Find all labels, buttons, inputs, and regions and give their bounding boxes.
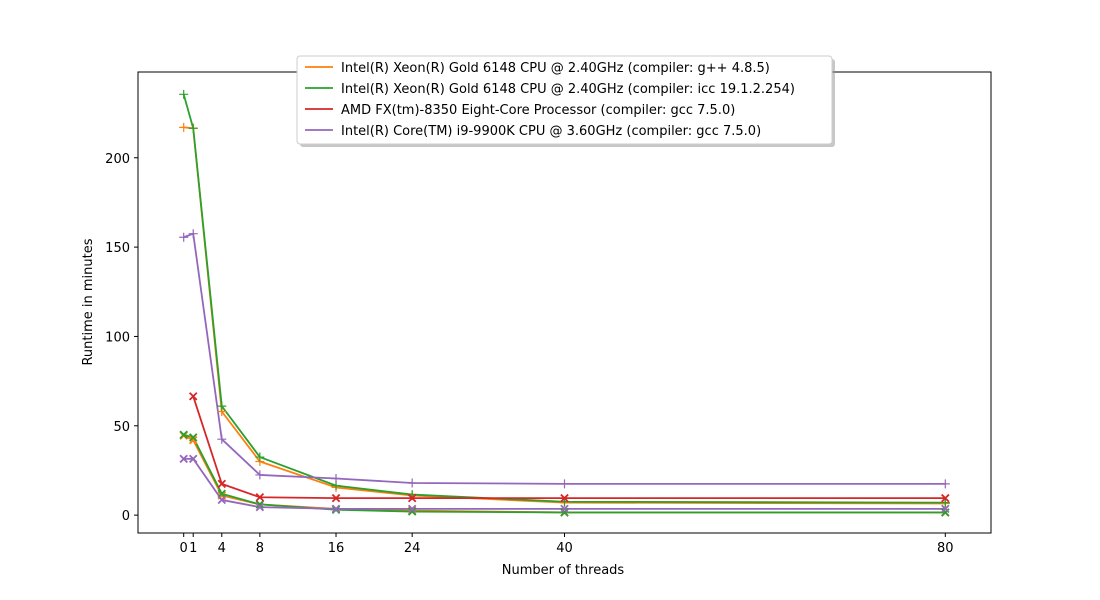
series-3-cross-point — [560, 493, 569, 503]
y-tick-label: 200 — [105, 152, 130, 167]
series-4-plus-point — [940, 479, 950, 489]
series-4-plus-point — [179, 232, 189, 242]
x-tick-label: 40 — [556, 541, 573, 556]
series-2-plus-point — [255, 452, 265, 462]
series-3-cross-point — [331, 493, 341, 503]
series-4-plus-point — [188, 229, 198, 239]
legend: Intel(R) Xeon(R) Gold 6148 CPU @ 2.40GHz… — [296, 55, 835, 147]
series-2-cross-point — [217, 489, 227, 498]
series-4-plus-line — [183, 232, 946, 485]
series-3-cross-point — [217, 479, 227, 489]
series-4-cross-point — [407, 504, 417, 514]
y-axis: 0 50 100 150 200 — [105, 152, 138, 524]
series-3-cross-point — [255, 493, 265, 502]
legend-label-series-1: Intel(R) Xeon(R) Gold 6148 CPU @ 2.40GHz… — [341, 61, 770, 76]
series-4-cross-point — [560, 504, 569, 514]
series-4-cross-point — [255, 502, 265, 512]
x-tick-label: 8 — [256, 541, 264, 556]
series-4-plus-point — [255, 470, 265, 480]
x-tick-label: 0 — [180, 541, 188, 556]
legend-box — [296, 55, 833, 145]
series-2-cross-point — [255, 500, 265, 509]
series-2-plus-point — [188, 123, 198, 133]
series-4-cross-point — [941, 504, 950, 514]
series-3-cross-point — [407, 493, 417, 503]
series-4-plus-point — [217, 434, 227, 444]
x-tick-label: 80 — [937, 541, 954, 556]
series-4-plus-point — [407, 478, 417, 488]
series-2-plus-point — [179, 89, 189, 99]
series-3-cross-point — [188, 392, 198, 401]
x-tick-label: 1 — [189, 541, 197, 556]
series-3-cross-point — [941, 493, 950, 503]
x-tick-label: 16 — [328, 541, 345, 556]
series-4-plus-point — [560, 479, 569, 489]
series-2-plus-point — [217, 401, 227, 411]
y-tick-label: 150 — [105, 241, 130, 256]
legend-label-series-4: Intel(R) Core(TM) i9-9900K CPU @ 3.60GHz… — [341, 124, 761, 139]
series-1-plus-point — [179, 122, 189, 132]
x-axis-label: Number of threads — [502, 563, 625, 578]
y-axis-label: Runtime in minutes — [81, 238, 96, 365]
plot-markers — [179, 89, 950, 517]
y-tick-label: 0 — [122, 509, 130, 524]
y-tick-label: 100 — [105, 330, 130, 345]
series-4-cross-point — [188, 454, 198, 464]
series-1-cross-point — [188, 435, 198, 445]
legend-label-series-3: AMD FX(tm)-8350 Eight-Core Processor (co… — [341, 103, 735, 118]
series-4-cross-point — [217, 495, 227, 505]
series-4-cross-point — [331, 504, 341, 514]
series-2-plus-point — [940, 498, 950, 508]
series-4-cross-point — [179, 454, 188, 464]
series-4-cross-line — [183, 457, 946, 510]
series-2-cross-point — [407, 507, 417, 516]
legend-label-series-2: Intel(R) Xeon(R) Gold 6148 CPU @ 2.40GHz… — [341, 82, 795, 97]
series-4-plus-point — [331, 474, 341, 484]
series-2-cross-point — [179, 430, 188, 439]
series-2-plus-line — [182, 94, 946, 504]
y-tick-label: 50 — [113, 420, 130, 435]
x-axis: 0 1 4 8 16 24 40 80 — [180, 533, 954, 556]
plot-lines — [182, 94, 946, 514]
x-tick-label: 4 — [218, 541, 226, 556]
series-2-cross-point — [188, 433, 198, 442]
x-tick-label: 24 — [404, 541, 421, 556]
